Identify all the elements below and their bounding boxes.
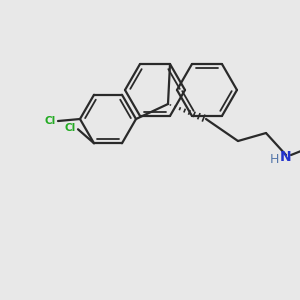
Text: Cl: Cl — [65, 123, 76, 133]
Text: Cl: Cl — [45, 116, 56, 126]
Text: H: H — [269, 152, 279, 166]
Text: N: N — [280, 150, 292, 164]
